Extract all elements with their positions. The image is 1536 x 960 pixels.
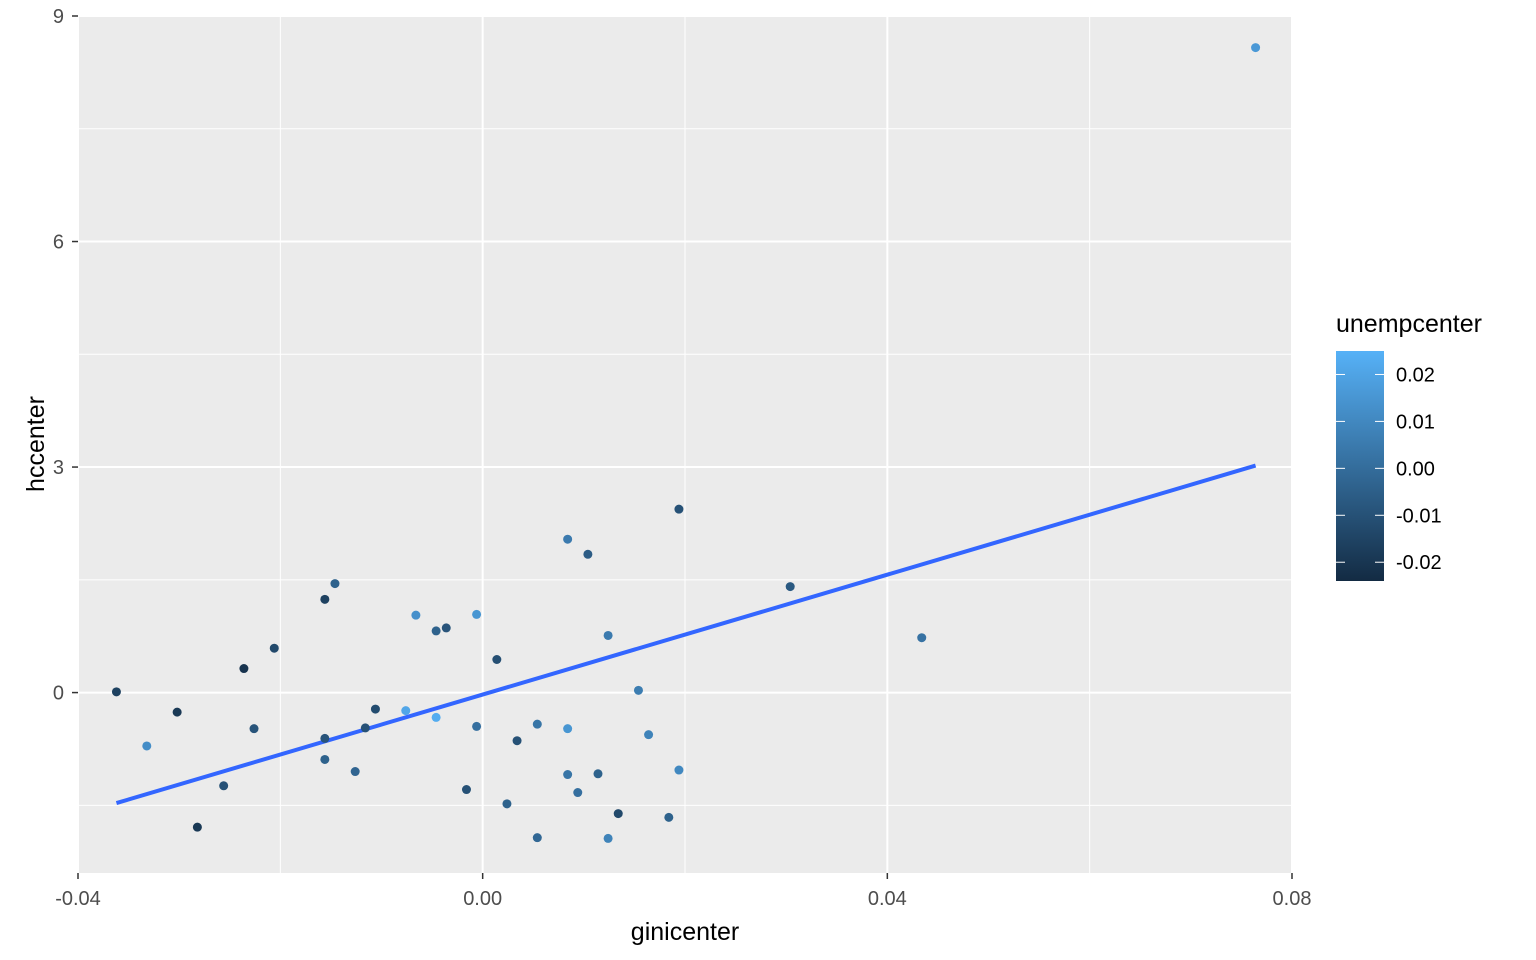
data-point — [142, 741, 152, 751]
data-point — [320, 733, 330, 743]
legend-label: 0.01 — [1396, 411, 1435, 433]
data-point — [431, 626, 441, 636]
x-tick-label: 0.08 — [1273, 888, 1312, 910]
data-point — [472, 721, 482, 731]
data-point — [563, 770, 573, 780]
data-point — [330, 579, 340, 589]
data-point — [563, 534, 573, 544]
legend-title: unempcenter — [1336, 310, 1482, 338]
x-tick-label: -0.04 — [55, 888, 101, 910]
legend-label: -0.02 — [1396, 552, 1442, 574]
data-point — [320, 754, 330, 764]
x-tick-label: 0.04 — [868, 888, 907, 910]
data-point — [492, 655, 502, 665]
data-point — [401, 706, 411, 716]
data-point — [644, 730, 654, 740]
y-tick-label: 3 — [53, 457, 64, 479]
trend-line — [115, 463, 1257, 806]
data-point — [370, 704, 380, 714]
data-point — [350, 767, 360, 777]
data-point — [269, 643, 279, 653]
data-point — [613, 809, 623, 819]
data-point — [239, 664, 249, 674]
y-axis: 0 3 6 9 — [53, 6, 78, 705]
legend-ticks: 0.02 0.01 0.00 -0.01 -0.02 — [1336, 364, 1442, 574]
data-point — [664, 812, 674, 822]
legend-label: -0.01 — [1396, 505, 1442, 527]
data-point — [573, 788, 583, 798]
major-gridlines — [77, 15, 1293, 873]
data-point — [603, 833, 613, 843]
data-point — [1251, 43, 1261, 53]
data-point — [633, 685, 643, 695]
legend-label: 0.00 — [1396, 458, 1435, 480]
data-point — [583, 549, 593, 559]
data-point — [219, 781, 229, 791]
data-point — [111, 687, 121, 697]
data-point — [172, 707, 182, 717]
x-axis: -0.04 0.00 0.04 0.08 — [55, 873, 1311, 910]
minor-gridlines — [78, 16, 1292, 873]
data-point — [411, 610, 421, 620]
data-point — [360, 723, 370, 733]
y-tick-label: 0 — [53, 683, 64, 705]
data-point — [674, 765, 684, 775]
legend-label: 0.02 — [1396, 364, 1435, 386]
data-point — [461, 785, 471, 795]
data-point — [532, 833, 542, 843]
data-point — [249, 724, 259, 734]
color-legend: unempcenter 0.02 0.01 0.00 -0.01 -0.02 — [1336, 310, 1482, 581]
data-point — [441, 623, 451, 633]
trend-line-group — [115, 463, 1257, 806]
legend-colorbar — [1336, 351, 1384, 581]
x-tick-label: 0.00 — [463, 888, 502, 910]
x-axis-title: ginicenter — [631, 918, 739, 946]
data-point — [532, 719, 542, 729]
data-point — [603, 630, 613, 640]
data-point — [785, 582, 795, 592]
data-point — [593, 769, 603, 779]
y-tick-label: 9 — [53, 6, 64, 28]
data-point — [431, 712, 441, 722]
y-tick-label: 6 — [53, 232, 64, 254]
data-point — [472, 609, 482, 619]
data-point — [502, 799, 512, 809]
data-point — [512, 736, 522, 746]
data-point — [917, 633, 927, 643]
data-point — [192, 822, 202, 832]
data-points — [111, 43, 1261, 843]
y-axis-title: hccenter — [22, 396, 50, 492]
data-point — [674, 504, 684, 514]
data-point — [563, 724, 573, 734]
data-point — [320, 594, 330, 604]
